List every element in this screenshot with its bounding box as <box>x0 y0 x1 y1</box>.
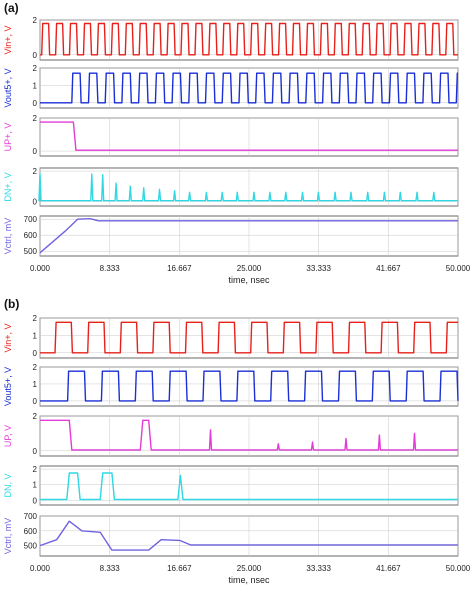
y-tick-label: 2 <box>33 64 38 73</box>
y-tick-label: 2 <box>33 16 38 25</box>
x-tick-label: 16.667 <box>167 264 192 273</box>
x-tick-label: 33.333 <box>306 564 331 573</box>
series-label: Vout5+, V <box>3 367 13 406</box>
plot-row-1: 2 1 0 Vout5+, V <box>3 64 459 109</box>
y-tick-label: 0 <box>33 447 38 456</box>
y-tick-label: 700 <box>24 215 38 224</box>
plot-row-2: 2 0 UP+, V <box>3 114 459 157</box>
x-tick-label: 0.000 <box>30 564 51 573</box>
x-axis-label: time, nsec <box>228 275 270 285</box>
y-tick-label: 700 <box>24 512 38 521</box>
y-tick-label: 0 <box>33 349 38 358</box>
series-line <box>39 217 458 254</box>
panel-label: (a) <box>4 1 19 15</box>
y-tick-label: 600 <box>24 527 38 536</box>
x-tick-label: 41.667 <box>376 564 401 573</box>
y-tick-label: 1 <box>33 380 38 389</box>
series-label: DN, V <box>3 473 13 497</box>
y-tick-label: 2 <box>33 167 38 176</box>
x-tick-label: 8.333 <box>100 264 121 273</box>
y-tick-label: 2 <box>33 314 38 323</box>
plot-row-0: 2 0 Vin+, V <box>3 16 459 61</box>
y-tick-label: 500 <box>24 542 38 551</box>
series-label: Vin+, V <box>3 323 13 352</box>
series-line <box>40 72 458 104</box>
x-axis-label: time, nsec <box>228 575 270 585</box>
series-line <box>40 370 459 402</box>
plot-row-3: 2 0 DN+, V <box>3 167 459 206</box>
plot-row-4: 700 600 500 Vctrl, mV <box>3 215 459 257</box>
plot-row-3: 2 1 0 DN, V <box>3 465 459 506</box>
y-tick-label: 2 <box>33 465 38 474</box>
series-line <box>40 22 458 56</box>
y-tick-label: 0 <box>33 197 38 206</box>
x-tick-label: 33.333 <box>306 264 331 273</box>
x-tick-label: 50.000 <box>446 264 471 273</box>
series-label: UP+, V <box>3 123 13 152</box>
y-tick-label: 1 <box>33 481 38 490</box>
series-label: Vout5+, V <box>3 68 13 107</box>
series-label: DN+, V <box>3 172 13 201</box>
x-tick-label: 0.000 <box>30 264 51 273</box>
series-label: UP, V <box>3 425 13 447</box>
y-tick-label: 500 <box>24 247 38 256</box>
x-tick-label: 8.333 <box>100 564 121 573</box>
series-line <box>39 520 458 551</box>
series-label: Vctrl, mV <box>3 518 13 555</box>
y-tick-label: 600 <box>24 231 38 240</box>
series-line <box>40 419 458 451</box>
y-tick-label: 1 <box>33 331 38 340</box>
y-tick-label: 2 <box>33 363 38 372</box>
series-line <box>38 173 458 202</box>
series-line <box>40 472 458 501</box>
chart-panel-a: (a) 2 0 Vin+, V 2 1 0 Vout5+, V 2 0 UP+, V 2 0 DN+, V… <box>3 1 471 285</box>
y-tick-label: 0 <box>33 51 38 60</box>
plot-row-2: 2 0 UP, V <box>3 412 459 457</box>
y-tick-label: 2 <box>33 114 38 123</box>
x-tick-label: 25.000 <box>237 564 262 573</box>
series-label: Vctrl, mV <box>3 218 13 255</box>
x-tick-label: 25.000 <box>237 264 262 273</box>
x-tick-label: 50.000 <box>446 564 471 573</box>
plot-row-0: 2 1 0 Vin+, V <box>3 314 459 359</box>
series-line <box>40 321 458 354</box>
y-tick-label: 1 <box>33 81 38 90</box>
y-tick-label: 2 <box>33 412 38 421</box>
y-tick-label: 0 <box>33 397 38 406</box>
series-label: Vin+, V <box>3 25 13 54</box>
y-tick-label: 0 <box>33 99 38 108</box>
chart-panel-b: (b) 2 1 0 Vin+, V 2 1 0 Vout5+, V 2 0 UP, V 2 1 0 DN, V… <box>3 297 471 585</box>
plot-row-1: 2 1 0 Vout5+, V <box>3 363 459 407</box>
x-tick-label: 16.667 <box>167 564 192 573</box>
plot-row-4: 700 600 500 Vctrl, mV <box>3 512 459 557</box>
series-line <box>40 121 458 151</box>
y-tick-label: 0 <box>33 496 38 505</box>
panel-label: (b) <box>4 297 19 311</box>
y-tick-label: 0 <box>33 147 38 156</box>
x-tick-label: 41.667 <box>376 264 401 273</box>
